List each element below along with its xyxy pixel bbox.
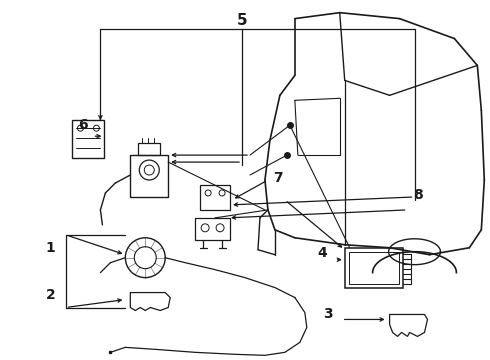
Text: 7: 7 [273, 171, 283, 185]
Bar [130, 155, 168, 197]
Text: 5: 5 [237, 13, 247, 28]
Bar [349, 252, 398, 284]
Bar [138, 143, 160, 155]
Bar [345, 248, 403, 288]
Bar [195, 218, 230, 240]
Text: 4: 4 [317, 246, 327, 260]
Text: 6: 6 [77, 118, 87, 132]
Text: 8: 8 [413, 188, 422, 202]
Bar [200, 185, 230, 210]
Bar [73, 120, 104, 158]
Text: 3: 3 [323, 307, 333, 321]
Text: 2: 2 [46, 288, 55, 302]
Text: 1: 1 [46, 241, 55, 255]
